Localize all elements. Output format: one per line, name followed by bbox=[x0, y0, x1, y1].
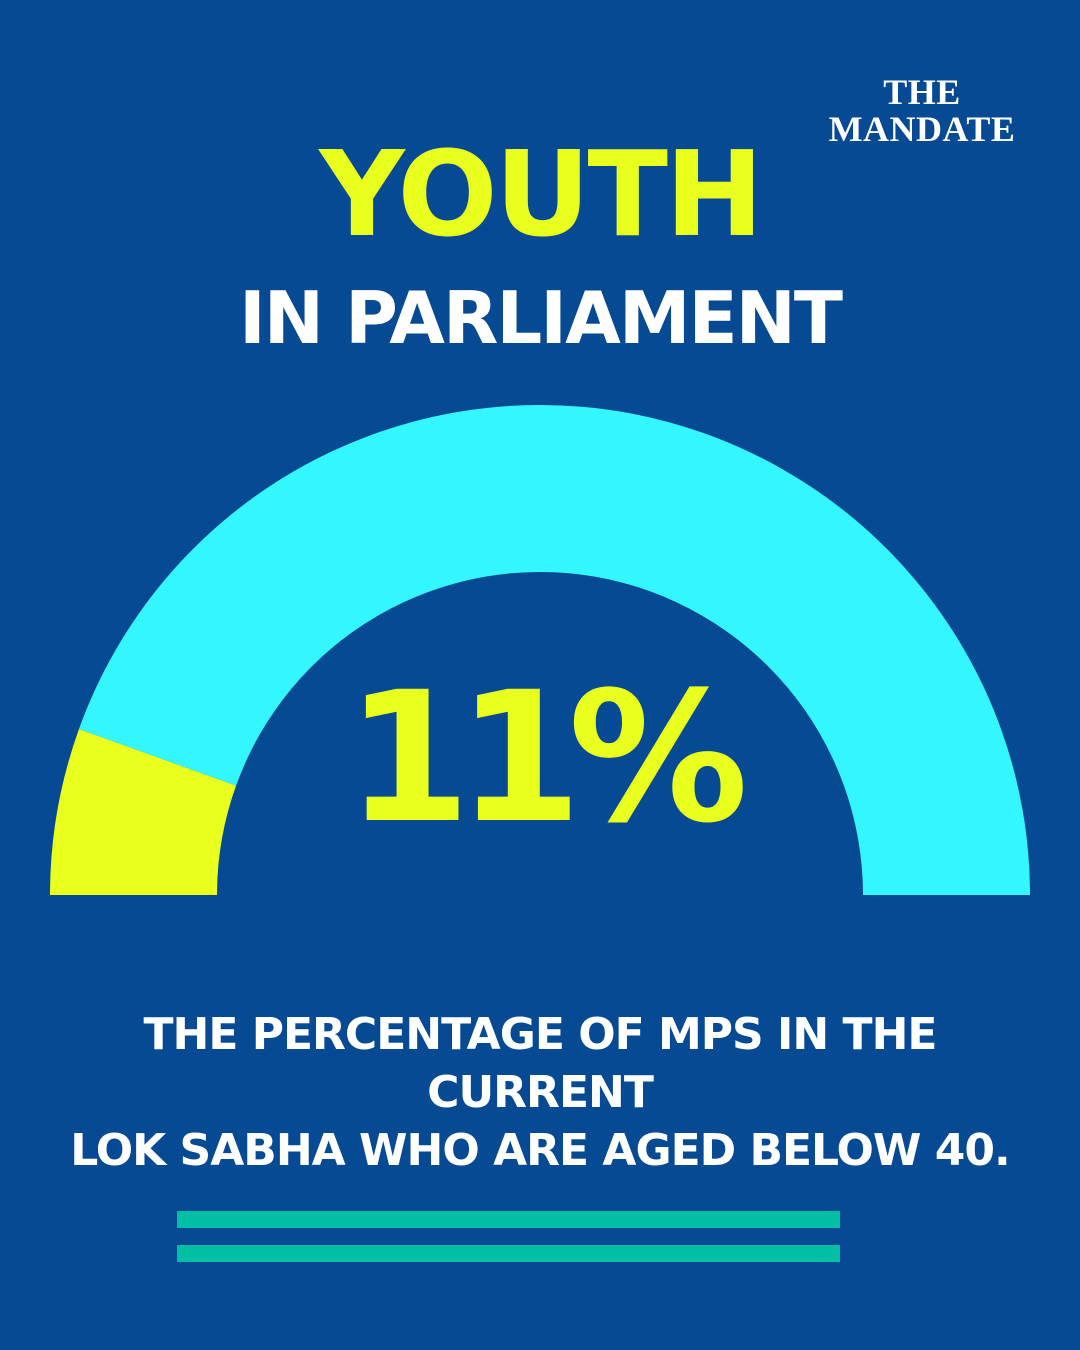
caption: THE PERCENTAGE OF MPS IN THE CURRENT LOK… bbox=[30, 1006, 1050, 1180]
gauge-value-label: 11% bbox=[345, 654, 749, 863]
caption-line-2: LOK SABHA WHO ARE AGED BELOW 40. bbox=[70, 1125, 1010, 1176]
divider-line-top bbox=[177, 1211, 840, 1228]
brand-line-1: THE bbox=[883, 72, 961, 112]
brand-line-2: MANDATE bbox=[828, 109, 1016, 149]
gauge-value-segment bbox=[50, 729, 237, 895]
page-title: YOUTH bbox=[319, 125, 764, 263]
brand-logo: THE MANDATE bbox=[800, 74, 1044, 148]
caption-line-1: THE PERCENTAGE OF MPS IN THE CURRENT bbox=[143, 1009, 938, 1118]
divider-line-bottom bbox=[177, 1245, 840, 1262]
page-subtitle: IN PARLIAMENT bbox=[238, 276, 843, 360]
gauge-remainder-segment bbox=[78, 405, 1030, 895]
